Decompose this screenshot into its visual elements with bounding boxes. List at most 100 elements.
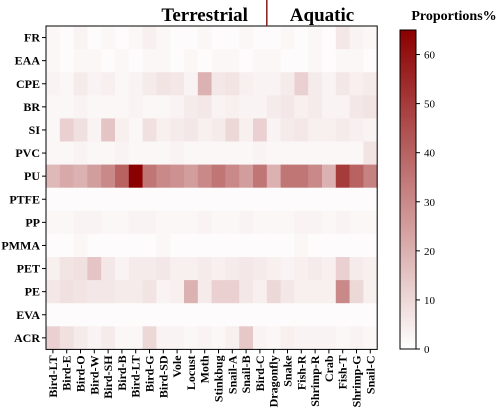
heatmap-cell	[184, 257, 199, 281]
heatmap-cell	[266, 233, 281, 258]
heatmap-frame	[45, 25, 378, 350]
heatmap-cell	[239, 257, 254, 281]
heatmap-cell	[197, 233, 212, 258]
heatmap-cell	[184, 280, 199, 304]
heatmap-cell	[349, 303, 364, 327]
heatmap-cell	[253, 326, 268, 350]
heatmap-cell	[184, 164, 199, 188]
heatmap-cell	[101, 210, 116, 235]
heatmap-cell	[73, 280, 88, 304]
heatmap-cell	[156, 118, 171, 142]
heatmap-cell	[225, 49, 240, 73]
heatmap-cell	[87, 118, 102, 142]
heatmap-cell	[211, 26, 226, 50]
heatmap-cell	[156, 257, 171, 281]
column-label: Snail-A	[225, 355, 239, 394]
heatmap-cell	[335, 257, 350, 281]
heatmap-cell	[349, 72, 364, 96]
heatmap-cell	[253, 187, 268, 212]
column-label: Bird-SH	[101, 355, 115, 399]
heatmap-cell	[308, 187, 323, 212]
heatmap-cell	[128, 95, 143, 119]
heatmap-cell	[142, 95, 157, 119]
group-labels: Terrestrial Aquatic	[161, 0, 354, 26]
heatmap-cell	[73, 72, 88, 96]
heatmap-cell	[308, 303, 323, 327]
heatmap-cell	[87, 280, 102, 304]
heatmap-cell	[322, 118, 337, 142]
colorbar-ticks: 0 10 20 30 40 50 60	[416, 50, 436, 356]
heatmap-cell	[59, 257, 74, 281]
heatmap-cell	[322, 210, 337, 235]
heatmap-cell	[184, 303, 199, 327]
heatmap-cell	[115, 303, 130, 327]
heatmap-cell	[266, 257, 281, 281]
heatmap-cell	[322, 187, 337, 212]
heatmap-cell	[128, 303, 143, 327]
heatmap-cell	[170, 141, 185, 165]
heatmap-cell	[197, 95, 212, 119]
heatmap-cell	[87, 187, 102, 212]
heatmap-cell	[46, 187, 61, 212]
heatmap-cell	[225, 210, 240, 235]
column-label: Moth	[198, 355, 212, 383]
heatmap-cell	[115, 210, 130, 235]
row-label: PE	[25, 285, 40, 299]
heatmap-cell	[46, 326, 61, 350]
column-label: Fish-R	[294, 355, 308, 390]
heatmap-cell	[308, 72, 323, 96]
heatmap-cell	[87, 233, 102, 258]
column-label: Crab	[322, 355, 336, 382]
heatmap-cell	[59, 95, 74, 119]
row-labels: FR EAA CPE BR SI PVC PU PTFE PP PMMA PET PE EVA ACR	[1, 31, 46, 345]
heatmap-cell	[239, 72, 254, 96]
heatmap-cell	[266, 118, 281, 142]
heatmap-cell	[349, 118, 364, 142]
heatmap-cell	[294, 233, 309, 258]
heatmap-cell	[280, 72, 295, 96]
heatmap-cell	[184, 26, 199, 50]
heatmap-cell	[294, 280, 309, 304]
heatmap-cell	[225, 72, 240, 96]
colorbar: Proportions% 0 10 20 30 40 50 60	[399, 9, 497, 356]
colorbar-tick-label: 40	[424, 148, 436, 160]
heatmap-cell	[184, 49, 199, 73]
heatmap-cell	[211, 187, 226, 212]
heatmap-cell	[363, 187, 378, 212]
row-label: SI	[29, 123, 41, 137]
heatmap-cell	[335, 303, 350, 327]
heatmap-cell	[115, 118, 130, 142]
heatmap-cell	[308, 118, 323, 142]
heatmap-cell	[363, 233, 378, 258]
heatmap-cell	[156, 141, 171, 165]
heatmap-cell	[128, 164, 143, 188]
heatmap-cell	[349, 141, 364, 165]
heatmap-cell	[211, 210, 226, 235]
row-label: ACR	[14, 331, 40, 345]
heatmap-cell	[363, 280, 378, 304]
column-label: Bird-SD	[156, 355, 170, 398]
heatmap-cell	[156, 303, 171, 327]
heatmap-cell	[101, 72, 116, 96]
heatmap-cell	[101, 49, 116, 73]
heatmap-cell	[253, 72, 268, 96]
row-label: EVA	[16, 308, 40, 322]
heatmap-cell	[211, 233, 226, 258]
heatmap-cell	[211, 95, 226, 119]
heatmap-cell	[239, 118, 254, 142]
heatmap-cell	[59, 187, 74, 212]
heatmap-cell	[170, 233, 185, 258]
heatmap-cell	[266, 280, 281, 304]
heatmap-cell	[101, 187, 116, 212]
heatmap-cell	[308, 26, 323, 50]
column-label: Snake	[281, 355, 295, 387]
heatmap-cell	[225, 118, 240, 142]
heatmap-cell	[87, 164, 102, 188]
heatmap-cell	[156, 72, 171, 96]
heatmap-cell	[280, 257, 295, 281]
column-label: Locust	[184, 355, 198, 390]
colorbar-tick-label: 60	[424, 50, 436, 62]
heatmap-cell	[322, 95, 337, 119]
heatmap-cell	[115, 326, 130, 350]
column-label: Vole	[170, 355, 184, 378]
